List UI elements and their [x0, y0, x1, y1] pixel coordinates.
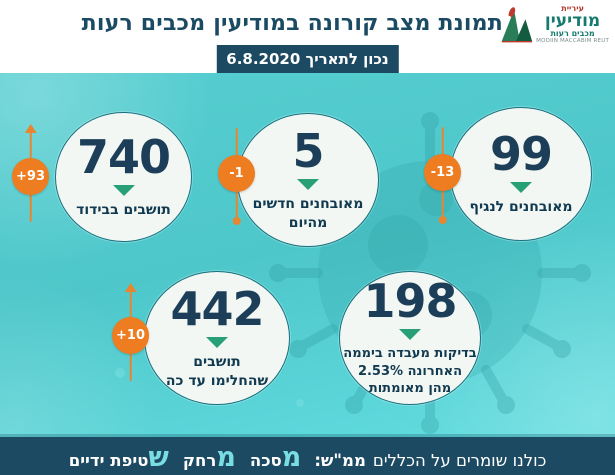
- municipality-logo: עיריית מודיעין מכבים רעות MODIIN MACCABI…: [499, 3, 609, 47]
- rule-distance-initial: מ: [216, 442, 236, 473]
- stat-value: 99: [490, 127, 553, 182]
- rule-mask-rest: סכה: [249, 451, 282, 470]
- stat-label: בדיקות מעבדה ביממה האחרונה 2.53% מהן מאו…: [343, 346, 477, 397]
- logo-line-maccabim-reut: מכבים רעות: [550, 29, 595, 39]
- down-triangle-icon: [206, 337, 228, 349]
- down-triangle-icon: [399, 329, 421, 341]
- stat-value: 5: [292, 124, 325, 179]
- down-triangle-icon: [297, 179, 319, 191]
- stat-value: 198: [363, 274, 457, 329]
- logo-line-city: עיריית: [561, 4, 584, 13]
- down-triangle-icon: [510, 182, 532, 194]
- delta-value: +93: [12, 158, 49, 195]
- rule-handwash: שטיפת ידיים: [69, 442, 169, 473]
- rule-mask: מסכה: [250, 442, 301, 473]
- stat-new-cases-today: 5 מאובחנים חדשים מהיום: [237, 113, 379, 247]
- municipality-logo-text: עיריית מודיעין מכבים רעות MODIIN MACCABI…: [536, 4, 609, 44]
- stat-label: תושבים בבידוד: [76, 202, 171, 219]
- delta-badge-active-cases: -13: [424, 127, 461, 218]
- stats-stage: 740 תושבים בבידוד +93 5 מאובחנים חדשים מ…: [0, 73, 615, 437]
- stat-label: תושבים שהחלימו עד כה: [165, 354, 269, 389]
- delta-badge-recovered: +10: [112, 290, 149, 381]
- delta-value: +10: [112, 317, 149, 354]
- delta-value: -1: [218, 155, 255, 192]
- rule-distance-rest: רחק: [182, 451, 217, 470]
- stat-label: מאובחנים לנגיף: [469, 199, 573, 216]
- rule-handwash-initial: ש: [148, 442, 169, 473]
- logo-line-english: MODIIN MACCABIM REUT: [536, 37, 609, 44]
- footer-prefix: כולנו שומרים על הכללים: [372, 451, 547, 470]
- date-badge: נכון לתאריך 6.8.2020: [216, 45, 399, 73]
- delta-badge-new-cases: -1: [218, 128, 255, 219]
- footer-acronym: ממ"ש:: [314, 451, 366, 470]
- stat-value: 740: [76, 130, 171, 185]
- down-triangle-icon: [112, 185, 135, 197]
- municipality-logo-icon: [499, 3, 533, 47]
- rule-handwash-rest: טיפת ידיים: [68, 451, 149, 470]
- delta-value: -13: [424, 154, 461, 191]
- footer-rules-bar: כולנו שומרים על הכללים ממ"ש: מסכה מרחק ש…: [0, 437, 615, 475]
- stat-value: 442: [170, 282, 264, 337]
- footer-divider: [0, 434, 615, 437]
- stat-active-cases: 99 מאובחנים לנגיף: [450, 107, 592, 241]
- rule-mask-initial: מ: [281, 442, 302, 473]
- delta-badge-isolation: +93: [12, 131, 49, 222]
- logo-line-modiin: מודיעין: [544, 11, 601, 32]
- page-title: תמונת מצב קורונה במודיעין מכבים רעות: [81, 11, 503, 36]
- stat-lab-tests: 198 בדיקות מעבדה ביממה האחרונה 2.53% מהן…: [339, 271, 481, 405]
- stat-recovered: 442 תושבים שהחלימו עד כה: [144, 271, 290, 405]
- rule-distance: מרחק: [183, 442, 236, 473]
- stat-residents-in-isolation: 740 תושבים בבידוד: [55, 112, 192, 242]
- stat-label: מאובחנים חדשים מהיום: [252, 196, 364, 231]
